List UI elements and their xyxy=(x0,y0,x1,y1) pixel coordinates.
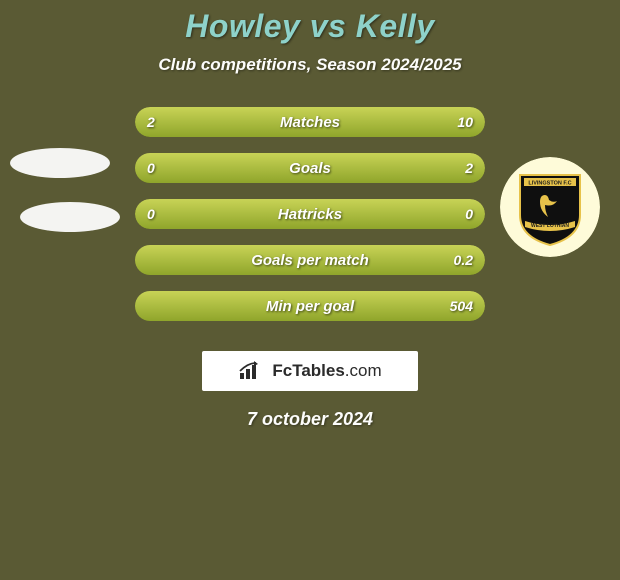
stat-value-right: 0.2 xyxy=(454,245,473,275)
infographic-canvas: Howley vs Kelly Club competitions, Seaso… xyxy=(0,0,620,580)
comparison-bars: 2Matches100Goals20Hattricks0Goals per ma… xyxy=(135,107,485,337)
brand-badge: FcTables.com xyxy=(202,351,418,391)
club-badge-container: LIVINGSTON F.C WEST LOTHIAN xyxy=(500,157,600,257)
stat-value-right: 504 xyxy=(450,291,473,321)
stat-label: Hattricks xyxy=(135,199,485,229)
stat-row: Min per goal504 xyxy=(135,291,485,321)
stat-label: Goals xyxy=(135,153,485,183)
brand-text: FcTables.com xyxy=(272,361,381,381)
stat-label: Min per goal xyxy=(135,291,485,321)
stat-label: Matches xyxy=(135,107,485,137)
player-left-avatar-2 xyxy=(20,167,120,267)
player-right-club-badge: LIVINGSTON F.C WEST LOTHIAN xyxy=(500,157,600,257)
stat-row: 2Matches10 xyxy=(135,107,485,137)
shield-top-text: LIVINGSTON F.C xyxy=(528,181,571,187)
shield-bottom-text: WEST LOTHIAN xyxy=(531,223,569,229)
footer-date: 7 october 2024 xyxy=(0,409,620,430)
brand-suffix: .com xyxy=(345,361,382,380)
page-subtitle: Club competitions, Season 2024/2025 xyxy=(0,55,620,75)
stats-area: LIVINGSTON F.C WEST LOTHIAN 2Matches100G… xyxy=(0,107,620,337)
stat-row: 0Hattricks0 xyxy=(135,199,485,229)
stat-row: 0Goals2 xyxy=(135,153,485,183)
avatar-placeholder-icon xyxy=(20,202,120,232)
stat-value-right: 0 xyxy=(465,199,473,229)
stat-label: Goals per match xyxy=(135,245,485,275)
stat-value-right: 2 xyxy=(465,153,473,183)
stat-value-right: 10 xyxy=(457,107,473,137)
stat-row: Goals per match0.2 xyxy=(135,245,485,275)
brand-name: FcTables xyxy=(272,361,344,380)
page-title: Howley vs Kelly xyxy=(0,8,620,45)
shield-icon: LIVINGSTON F.C WEST LOTHIAN xyxy=(515,167,585,247)
bar-chart-icon xyxy=(238,361,266,381)
